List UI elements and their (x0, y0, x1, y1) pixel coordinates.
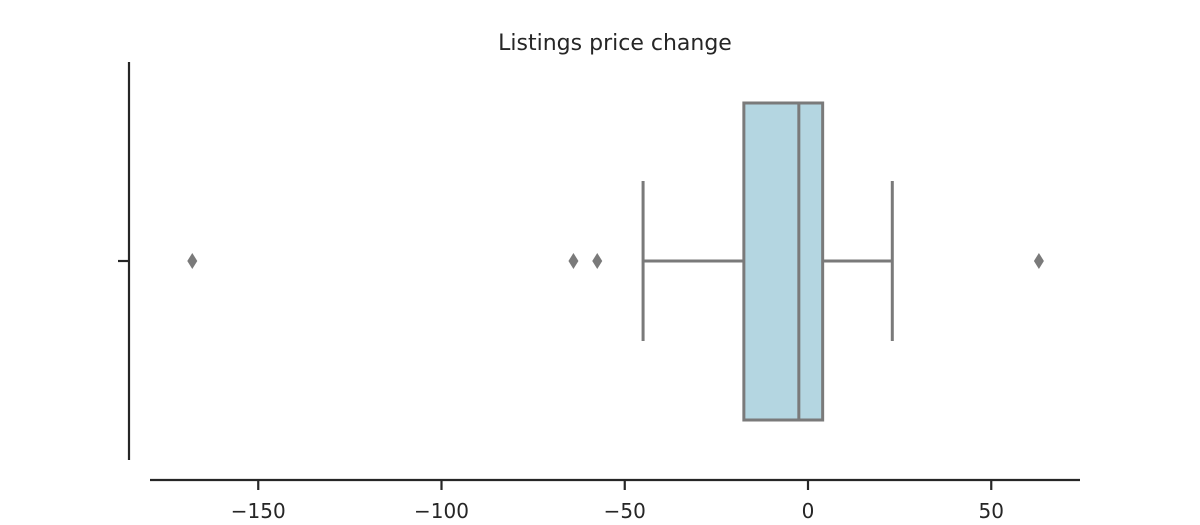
outlier-point (187, 253, 198, 269)
x-tick-label: −150 (231, 499, 286, 523)
x-tick-label: 0 (802, 499, 815, 523)
x-tick-label: 50 (979, 499, 1004, 523)
x-tick-label: −100 (414, 499, 469, 523)
x-tick-label: −50 (604, 499, 646, 523)
outlier-point (1033, 253, 1044, 269)
outlier-point (592, 253, 603, 269)
x-axis-ticks: −150 −100 −50 0 50 (231, 480, 1004, 523)
chart-title: Listings price change (498, 31, 732, 56)
box-plot (641, 101, 894, 422)
outlier-points (187, 253, 1044, 269)
interquartile-box (742, 101, 825, 422)
outlier-point (568, 253, 579, 269)
